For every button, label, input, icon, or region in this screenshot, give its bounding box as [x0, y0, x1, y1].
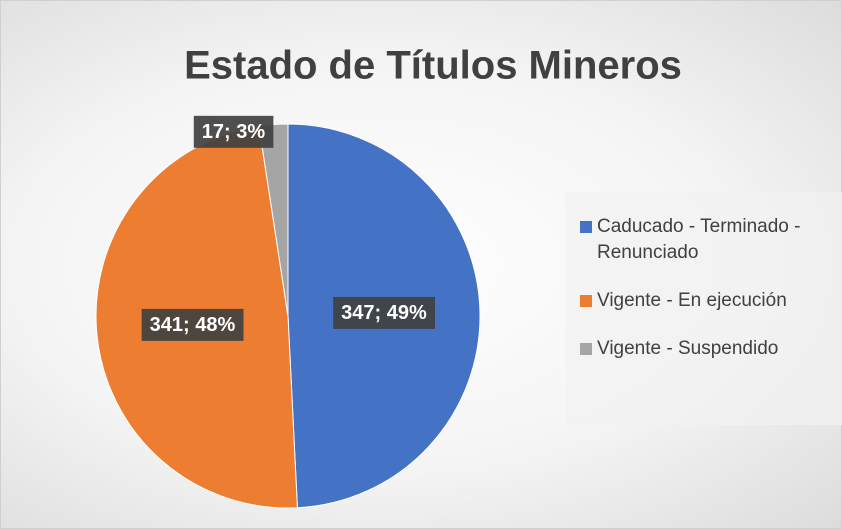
legend-swatch	[580, 221, 592, 233]
data-label-text: 17; 3%	[202, 121, 266, 143]
data-label: 347; 49%	[333, 296, 435, 329]
data-label-box	[193, 115, 274, 148]
data-label-text: 341; 48%	[150, 314, 236, 336]
legend-label: Vigente - Suspendido	[597, 338, 779, 359]
data-label: 341; 48%	[141, 308, 244, 341]
legend-entry: Vigente - En ejecución	[580, 288, 832, 314]
data-label-box	[141, 308, 244, 341]
legend: Caducado - Terminado - Renunciado Vigente…	[566, 192, 842, 425]
chart-title: Estado de Títulos Mineros	[184, 44, 682, 88]
legend-label: Vigente - En ejecución	[597, 290, 787, 311]
legend-label: Caducado - Terminado - Renunciado	[597, 216, 801, 263]
data-label: 17; 3%	[193, 115, 274, 148]
legend-swatch	[580, 343, 592, 355]
legend-entry: Vigente - Suspendido	[580, 336, 832, 362]
data-label-box	[333, 296, 435, 329]
legend-swatch	[580, 295, 592, 307]
legend-entry: Caducado - Terminado - Renunciado	[580, 214, 832, 266]
data-label-text: 347; 49%	[341, 302, 427, 324]
